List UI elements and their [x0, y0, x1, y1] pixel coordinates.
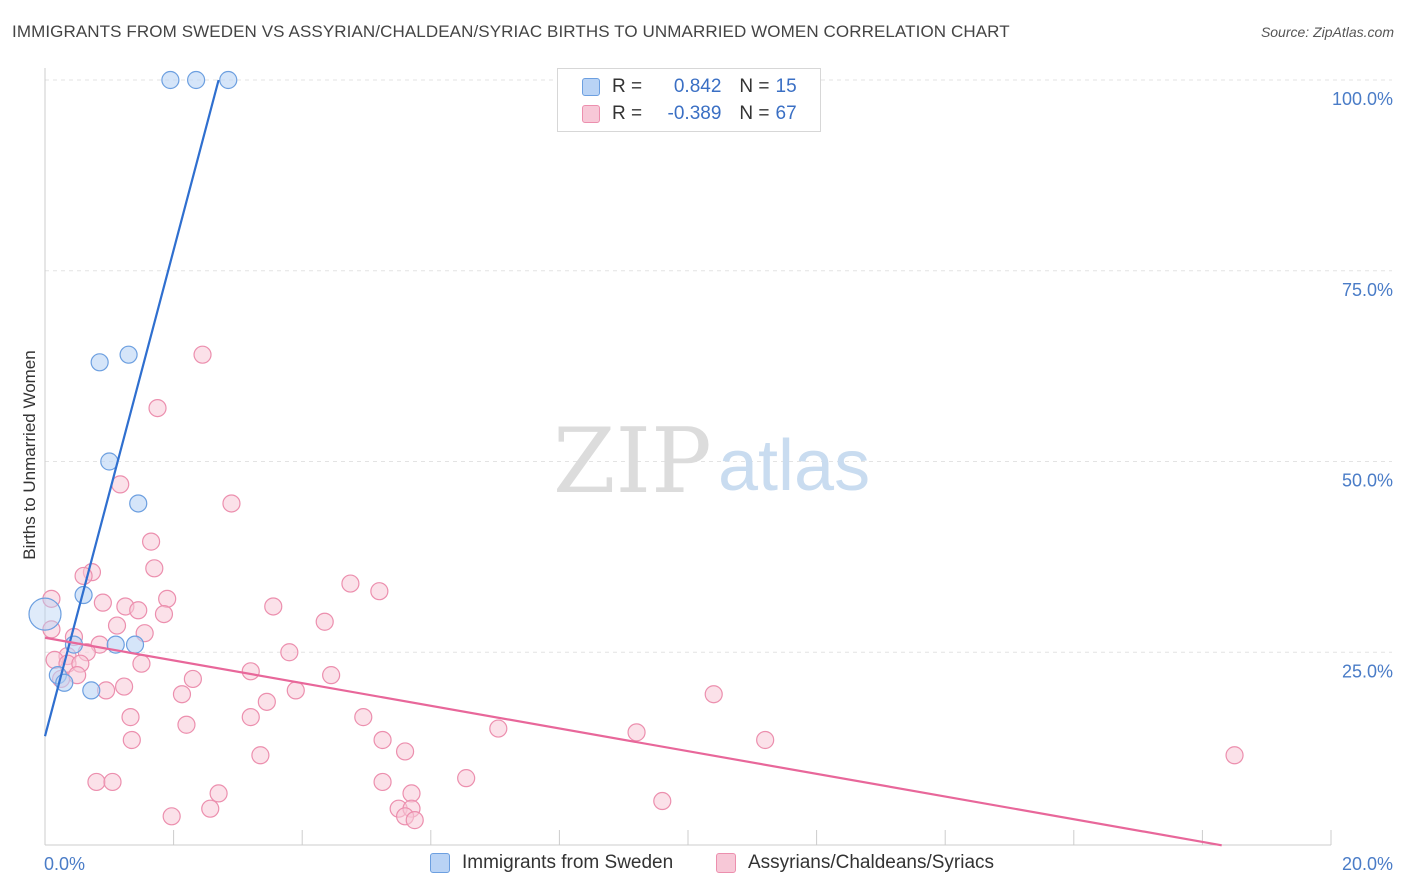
data-point-assyrians: [145, 559, 164, 578]
data-point-assyrians: [402, 784, 421, 803]
data-point-assyrians: [756, 730, 775, 750]
data-point-assyrians: [107, 616, 127, 635]
data-point-sweden: [129, 494, 148, 513]
data-point-assyrians: [373, 730, 392, 750]
series-legend: Immigrants from Sweden Assyrians/Chaldea…: [0, 852, 1406, 878]
y-tick-labels: 25.0% 50.0% 75.0% 100.0%: [1332, 89, 1393, 681]
data-point-assyrians: [172, 685, 192, 704]
data-point-assyrians: [183, 669, 202, 689]
legend-n-value-assyrians: 67: [775, 103, 797, 124]
data-point-assyrians: [322, 666, 341, 685]
legend-r-value-sweden: 0.842: [673, 76, 722, 97]
data-point-assyrians: [405, 811, 424, 830]
legend-swatch-sweden: [582, 78, 600, 96]
data-point-assyrians: [395, 742, 415, 761]
data-point-sweden: [82, 681, 101, 700]
legend-n-value-sweden: 15: [775, 76, 797, 97]
y-axis-label: Births to Unmarried Women: [20, 350, 39, 559]
data-point-assyrians: [653, 791, 672, 811]
data-point-assyrians: [241, 662, 260, 681]
data-point-sweden: [161, 70, 180, 90]
data-point-assyrians: [132, 654, 151, 673]
data-point-sweden: [28, 597, 62, 631]
data-point-assyrians: [457, 769, 476, 788]
legend-label-assyrians: Assyrians/Chaldeans/Syriacs: [748, 852, 995, 873]
data-point-assyrians: [286, 681, 305, 700]
legend-r-value-assyrians: -0.389: [667, 103, 722, 124]
data-point-assyrians: [373, 772, 392, 792]
data-point-assyrians: [154, 604, 174, 624]
data-point-assyrians: [129, 601, 148, 620]
y-tick-label: 25.0%: [1342, 661, 1393, 681]
source-label: Source: ZipAtlas.com: [1260, 24, 1394, 40]
data-point-assyrians: [209, 784, 228, 803]
y-tick-label: 100.0%: [1332, 89, 1393, 109]
legend-row-sweden: R = 0.842 N = 15: [582, 75, 797, 99]
data-point-assyrians: [370, 582, 389, 601]
data-point-assyrians: [489, 719, 508, 738]
y-tick-label: 50.0%: [1342, 471, 1393, 491]
data-point-assyrians: [354, 708, 373, 727]
data-point-assyrians: [162, 807, 181, 826]
data-point-sweden: [219, 70, 238, 90]
data-point-assyrians: [341, 574, 360, 593]
data-point-assyrians: [222, 494, 241, 513]
watermark-zip: ZIP: [553, 409, 712, 514]
data-point-assyrians: [87, 772, 106, 792]
legend-swatch-assyrians: [582, 105, 600, 123]
data-point-assyrians: [241, 708, 260, 727]
data-point-sweden: [90, 353, 109, 372]
trend-line-sweden: [43, 79, 220, 737]
data-point-assyrians: [704, 685, 723, 704]
data-point-assyrians: [114, 677, 134, 696]
y-tick-label: 75.0%: [1342, 280, 1393, 300]
axes: [44, 68, 1332, 846]
data-point-assyrians: [121, 708, 140, 727]
legend-item-assyrians[interactable]: Assyrians/Chaldeans/Syriacs: [716, 852, 994, 874]
legend-label-sweden: Immigrants from Sweden: [462, 852, 674, 873]
data-point-assyrians: [93, 593, 112, 612]
data-point-assyrians: [627, 723, 646, 742]
data-point-assyrians: [315, 612, 334, 631]
data-point-assyrians: [141, 532, 161, 551]
data-point-assyrians: [257, 692, 276, 711]
data-point-assyrians: [158, 589, 177, 608]
watermark-atlas: atlas: [718, 426, 870, 506]
legend-r-label: R =: [612, 103, 643, 124]
data-point-assyrians: [122, 730, 141, 750]
grid-lines: [45, 79, 1392, 653]
trend-lines: [43, 79, 1222, 847]
watermark: ZIP atlas: [553, 409, 870, 514]
legend-n-label: N =: [739, 103, 770, 124]
data-point-assyrians: [251, 746, 270, 765]
data-point-assyrians: [201, 799, 220, 818]
data-point-sweden: [125, 635, 145, 654]
legend-item-sweden[interactable]: Immigrants from Sweden: [430, 852, 673, 874]
legend-swatch-assyrians: [716, 853, 736, 873]
data-point-assyrians: [280, 643, 299, 662]
series-assyrians-points: [42, 345, 1244, 830]
trend-line-assyrians: [44, 636, 1222, 847]
legend-swatch-sweden: [430, 853, 450, 873]
chart-title: IMMIGRANTS FROM SWEDEN VS ASSYRIAN/CHALD…: [12, 22, 1010, 41]
x-tick-label-max: 20.0%: [1342, 854, 1393, 874]
data-point-assyrians: [177, 715, 196, 734]
legend-row-assyrians: R = -0.389 N = 67: [582, 102, 797, 126]
data-point-assyrians: [264, 597, 283, 616]
data-point-assyrians: [193, 345, 212, 364]
legend-r-label: R =: [612, 76, 643, 97]
data-point-assyrians: [103, 772, 122, 792]
data-point-sweden: [119, 345, 138, 364]
stats-legend: R = 0.842 N = 15 R = -0.389 N = 67: [557, 68, 821, 132]
legend-n-label: N =: [739, 76, 770, 97]
data-point-sweden: [187, 70, 206, 90]
x-tick-label-min: 0.0%: [44, 854, 85, 874]
data-point-assyrians: [1225, 746, 1244, 765]
data-point-assyrians: [148, 398, 167, 418]
x-tick-labels: 0.0% 20.0%: [44, 854, 1393, 874]
